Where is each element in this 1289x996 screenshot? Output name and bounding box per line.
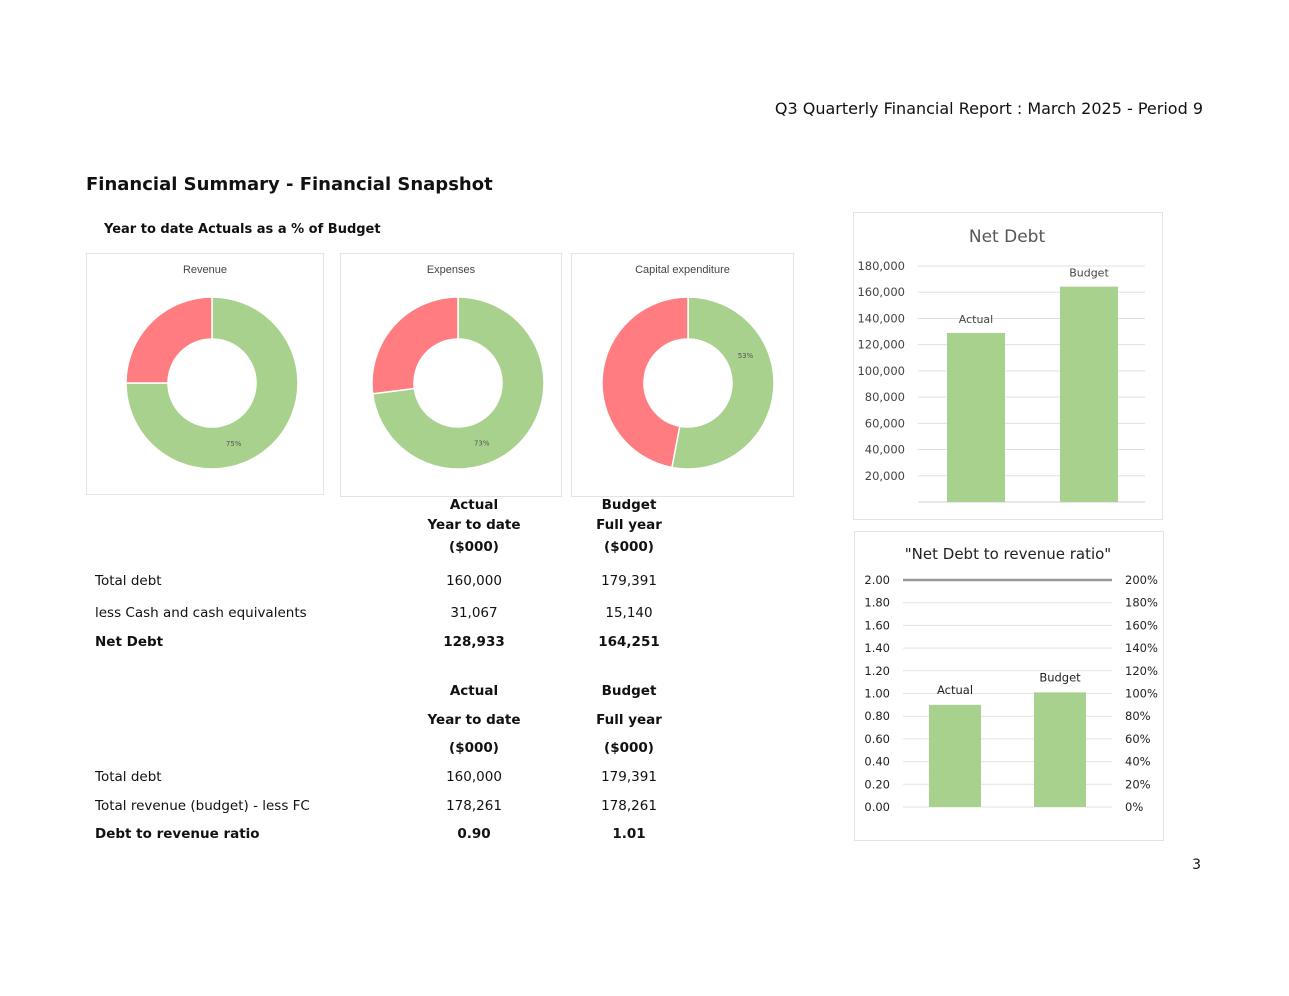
- donut-slice-remaining: [125, 296, 213, 384]
- actual-value: 178,261: [446, 798, 502, 814]
- y2-tick-label: 60%: [1125, 732, 1151, 746]
- column-header-budget: Full year: [596, 712, 662, 728]
- y2-tick-label: 140%: [1125, 641, 1158, 655]
- y-tick-label: 0.20: [864, 777, 890, 791]
- y-tick-label: 100,000: [857, 364, 905, 378]
- budget-value: 178,261: [601, 798, 657, 814]
- column-header-actual: Year to date: [427, 712, 521, 728]
- budget-value: 179,391: [601, 769, 657, 785]
- y2-tick-label: 80%: [1125, 709, 1151, 723]
- row-label: less Cash and cash equivalents: [95, 605, 307, 621]
- row-label: Total debt: [95, 769, 162, 785]
- y-tick-label: 1.20: [864, 664, 890, 678]
- y-tick-label: 40,000: [865, 443, 905, 457]
- chart-title: Net Debt: [969, 227, 1046, 247]
- chart-title: Revenue: [182, 264, 228, 276]
- bar-budget: [1034, 692, 1086, 807]
- y-tick-label: 160,000: [857, 285, 905, 299]
- y2-tick-label: 0%: [1125, 800, 1143, 814]
- ratio-chart-card: [854, 531, 1164, 841]
- column-header-actual: Year to date: [427, 517, 521, 533]
- y-tick-label: 1.60: [864, 618, 890, 632]
- actual-value: 160,000: [446, 769, 502, 785]
- y-tick-label: 0.80: [864, 709, 890, 723]
- y2-tick-label: 160%: [1125, 618, 1158, 632]
- y-tick-label: 20,000: [865, 469, 905, 483]
- y-tick-label: 0.40: [864, 755, 890, 769]
- y2-tick-label: 100%: [1125, 687, 1158, 701]
- bar-label: Budget: [1069, 267, 1109, 280]
- section-subtitle: Year to date Actuals as a % of Budget: [104, 222, 381, 237]
- y2-tick-label: 120%: [1125, 664, 1158, 678]
- budget-value: 15,140: [605, 605, 653, 621]
- donut-slice-actual: [671, 296, 775, 470]
- column-header-actual: ($000): [449, 740, 499, 756]
- bar-label: Budget: [1039, 670, 1081, 684]
- report-header: Q3 Quarterly Financial Report : March 20…: [774, 99, 1203, 118]
- bar-label: Actual: [937, 683, 973, 697]
- donut-slice-remaining: [601, 296, 689, 469]
- donut-slice-actual: [125, 296, 299, 470]
- row-label: Net Debt: [95, 634, 164, 650]
- page-title: Financial Summary - Financial Snapshot: [86, 174, 493, 195]
- donut-slice-remaining: [371, 296, 459, 395]
- actual-value: 0.90: [457, 826, 491, 842]
- y-tick-label: 80,000: [865, 390, 905, 404]
- y2-tick-label: 40%: [1125, 755, 1151, 769]
- donut-data-label: 53%: [738, 352, 754, 360]
- column-header-actual: ($000): [449, 539, 499, 555]
- y2-tick-label: 20%: [1125, 777, 1151, 791]
- column-header-budget: Full year: [596, 517, 662, 533]
- donut-data-label: 73%: [474, 439, 490, 447]
- row-label: Total debt: [95, 573, 162, 589]
- y2-tick-label: 180%: [1125, 596, 1158, 610]
- chart-title: Capital expenditure: [635, 264, 730, 276]
- row-label: Debt to revenue ratio: [95, 826, 260, 842]
- column-header-actual: Actual: [449, 683, 499, 699]
- actual-value: 31,067: [450, 605, 498, 621]
- column-header-budget: Budget: [601, 497, 657, 513]
- y-tick-label: 60,000: [865, 416, 905, 430]
- bar-actual: [947, 332, 1005, 502]
- page-number: 3: [1192, 857, 1201, 873]
- y-tick-label: 140,000: [857, 311, 905, 325]
- y-tick-label: 1.80: [864, 596, 890, 610]
- y2-tick-label: 200%: [1125, 573, 1158, 587]
- y-tick-label: 0.00: [864, 800, 890, 814]
- budget-value: 179,391: [601, 573, 657, 589]
- actual-value: 128,933: [443, 634, 505, 650]
- y-tick-label: 0.60: [864, 732, 890, 746]
- bar-actual: [929, 704, 981, 807]
- budget-value: 164,251: [598, 634, 660, 650]
- column-header-budget: ($000): [604, 740, 654, 756]
- y-tick-label: 1.00: [864, 687, 890, 701]
- bar-label: Actual: [959, 313, 993, 326]
- chart-title: "Net Debt to revenue ratio": [905, 545, 1111, 563]
- budget-value: 1.01: [612, 826, 646, 842]
- bar-budget: [1060, 286, 1118, 502]
- column-header-budget: ($000): [604, 539, 654, 555]
- actual-value: 160,000: [446, 573, 502, 589]
- y-tick-label: 180,000: [857, 259, 905, 273]
- y-tick-label: 120,000: [857, 338, 905, 352]
- donut-data-label: 75%: [226, 440, 242, 448]
- column-header-actual: Actual: [449, 497, 499, 513]
- column-header-budget: Budget: [601, 683, 657, 699]
- row-label: Total revenue (budget) - less FC: [95, 798, 310, 814]
- donut-slice-actual: [371, 296, 545, 470]
- chart-title: Expenses: [426, 264, 476, 276]
- y-tick-label: 2.00: [864, 573, 890, 587]
- y-tick-label: 1.40: [864, 641, 890, 655]
